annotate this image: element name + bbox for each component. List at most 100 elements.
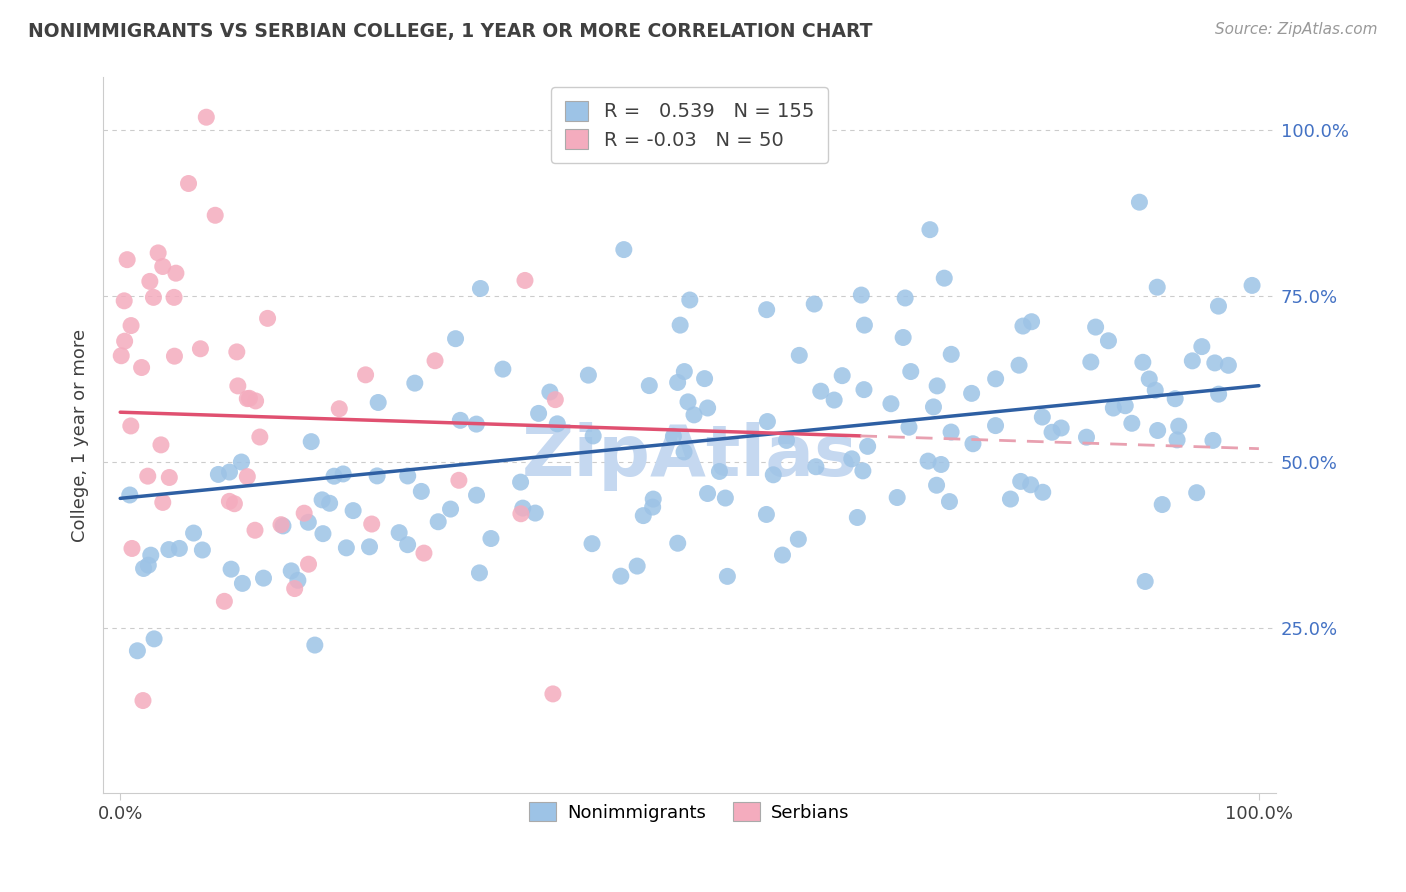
Point — [582, 429, 605, 443]
Point — [127, 644, 149, 658]
Point — [335, 541, 357, 555]
Point — [165, 266, 187, 280]
Point — [231, 455, 253, 469]
Point — [922, 400, 945, 414]
Point — [856, 439, 879, 453]
Point — [546, 417, 568, 431]
Point — [366, 469, 388, 483]
Point — [110, 349, 132, 363]
Point — [132, 561, 155, 575]
Point — [666, 536, 689, 550]
Point — [1114, 399, 1136, 413]
Point — [447, 473, 470, 487]
Point — [136, 469, 159, 483]
Point — [1191, 340, 1213, 354]
Point — [927, 379, 949, 393]
Point — [1032, 485, 1054, 500]
Point — [673, 445, 696, 459]
Point — [929, 458, 952, 472]
Point — [252, 571, 274, 585]
Point — [666, 376, 689, 390]
Point — [787, 348, 810, 362]
Point — [312, 526, 335, 541]
Point — [1080, 355, 1102, 369]
Point — [131, 360, 153, 375]
Point — [1202, 434, 1225, 448]
Point — [1208, 299, 1230, 313]
Point — [1181, 354, 1204, 368]
Point — [396, 469, 419, 483]
Point — [1019, 477, 1042, 491]
Point — [411, 484, 433, 499]
Point — [236, 392, 259, 406]
Legend: Nonimmigrants, Serbians: Nonimmigrants, Serbians — [517, 789, 862, 834]
Point — [1137, 372, 1160, 386]
Point — [207, 467, 229, 482]
Point — [576, 368, 599, 383]
Point — [328, 401, 350, 416]
Point — [1152, 498, 1174, 512]
Point — [311, 492, 333, 507]
Point — [696, 486, 718, 500]
Point — [423, 353, 446, 368]
Point — [218, 465, 240, 479]
Point — [917, 454, 939, 468]
Point — [413, 546, 436, 560]
Point — [163, 349, 186, 363]
Point — [941, 347, 963, 361]
Point — [1102, 401, 1125, 415]
Point — [1132, 355, 1154, 369]
Point — [470, 281, 492, 295]
Point — [142, 290, 165, 304]
Point — [841, 451, 863, 466]
Point — [120, 419, 142, 434]
Point — [626, 559, 648, 574]
Point — [318, 496, 340, 510]
Point — [236, 469, 259, 483]
Point — [360, 516, 382, 531]
Point — [231, 576, 253, 591]
Point — [962, 436, 984, 450]
Point — [427, 515, 450, 529]
Point — [354, 368, 377, 382]
Point — [195, 110, 218, 124]
Point — [449, 413, 471, 427]
Point — [984, 372, 1007, 386]
Point — [581, 536, 603, 550]
Point — [270, 517, 292, 532]
Point — [1144, 383, 1167, 397]
Point — [1021, 315, 1043, 329]
Point — [1031, 410, 1053, 425]
Point — [1146, 280, 1168, 294]
Point — [224, 497, 246, 511]
Point — [367, 395, 389, 409]
Point — [1167, 419, 1189, 434]
Point — [513, 273, 536, 287]
Point — [157, 470, 180, 484]
Point — [1204, 356, 1226, 370]
Point — [673, 365, 696, 379]
Point — [292, 506, 315, 520]
Point — [509, 507, 531, 521]
Point — [803, 297, 825, 311]
Point — [538, 385, 561, 400]
Point — [152, 495, 174, 509]
Point — [1128, 195, 1150, 210]
Point — [512, 501, 534, 516]
Point — [118, 488, 141, 502]
Point — [851, 288, 873, 302]
Point — [938, 494, 960, 508]
Point — [146, 246, 169, 260]
Point — [960, 386, 983, 401]
Point — [527, 406, 550, 420]
Point — [846, 510, 869, 524]
Point — [388, 525, 411, 540]
Point — [693, 371, 716, 385]
Point — [810, 384, 832, 399]
Point — [897, 420, 920, 434]
Point — [297, 515, 319, 529]
Point — [696, 401, 718, 415]
Point — [669, 318, 692, 332]
Point — [112, 293, 135, 308]
Point — [1076, 430, 1098, 444]
